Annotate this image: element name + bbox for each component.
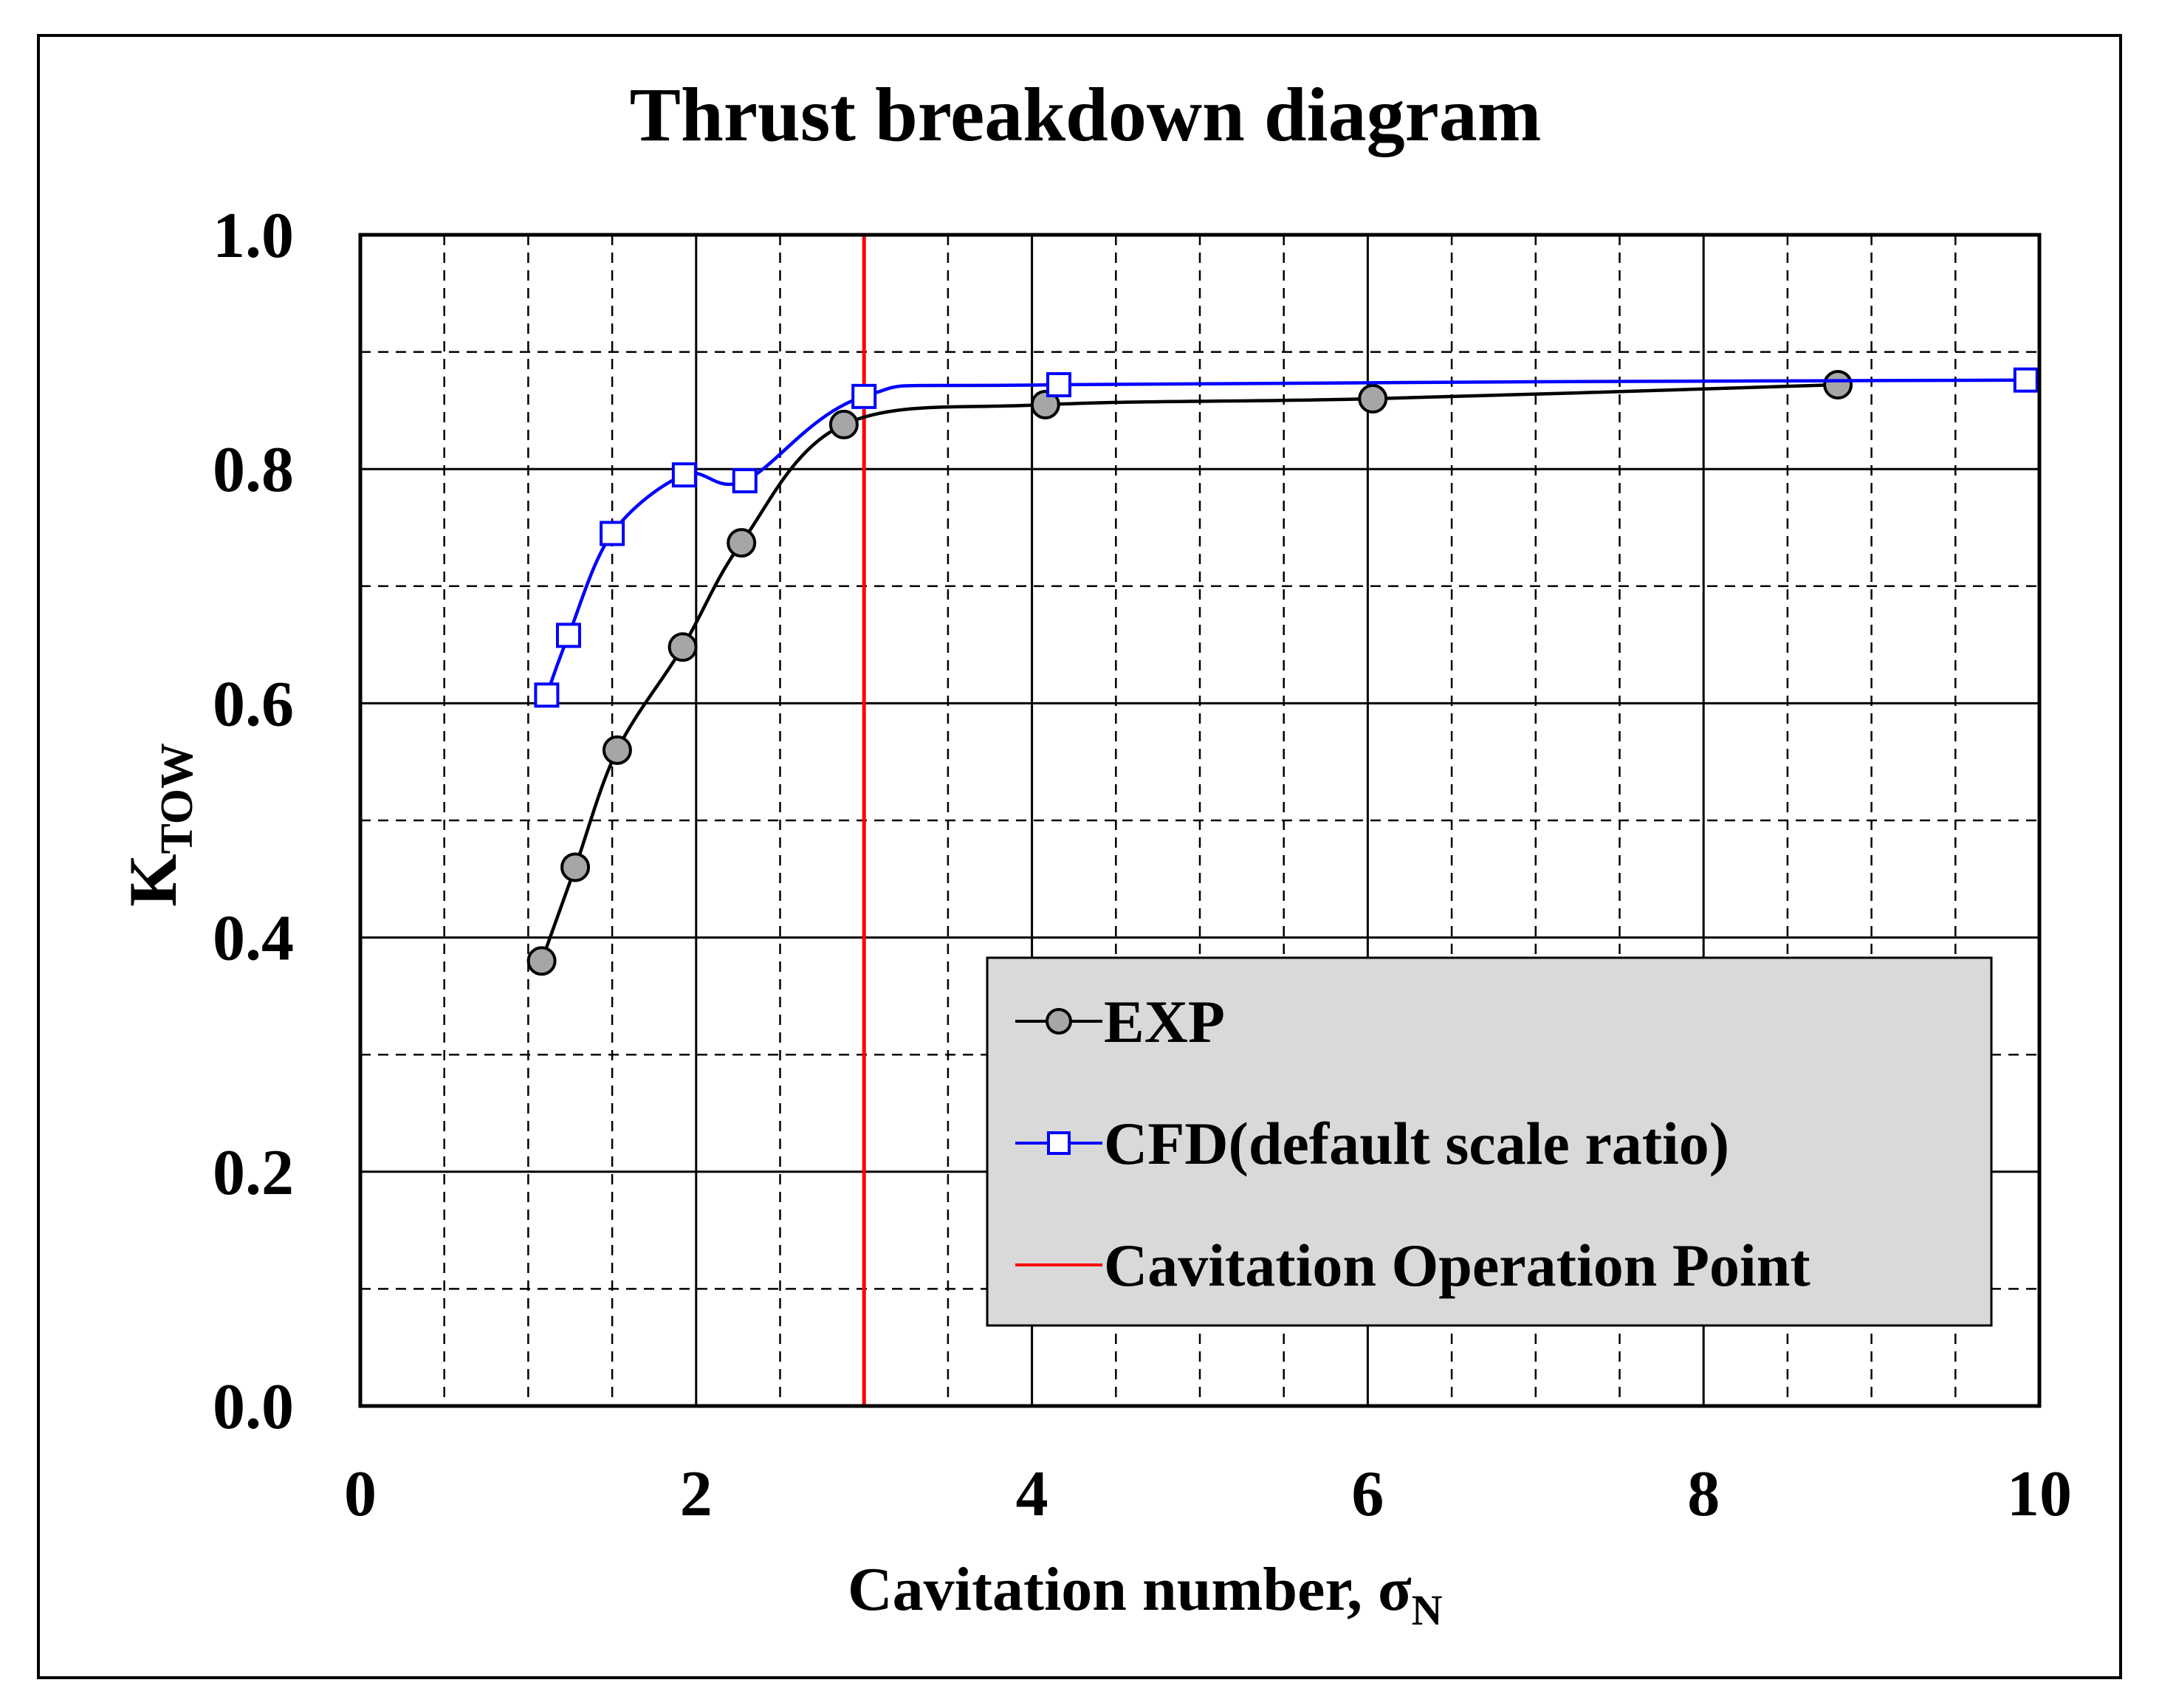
plot-frame: [358, 233, 2042, 1408]
outer-frame: [37, 34, 2122, 1679]
cfd-data-point: [600, 521, 625, 546]
exp-data-point: [727, 528, 757, 558]
series-layer: [526, 235, 2039, 1406]
y-tick-label: 0.8: [213, 434, 294, 506]
legend-box: [986, 956, 1993, 1327]
x-tick-label: 0: [344, 1458, 377, 1530]
x-axis-label: Cavitation number, σN: [848, 1555, 1443, 1634]
y-tick-labels: 0.0 0.2 0.4 0.6 0.8 1.0: [213, 200, 294, 1443]
legend-exp-label: EXP: [1104, 988, 1225, 1055]
y-axis-label: KTOW: [115, 743, 202, 907]
cfd-data-point: [1046, 372, 1071, 398]
cfd-data-point: [534, 682, 560, 708]
cfd-data-point: [555, 623, 581, 648]
exp-data-point: [602, 735, 632, 765]
y-tick-label: 1.0: [213, 200, 294, 272]
x-axis-label-main: Cavitation number, σ: [848, 1555, 1412, 1624]
legend-cfd-marker: [1047, 1131, 1071, 1155]
x-tick-label: 8: [1687, 1458, 1720, 1530]
legend: EXP CFD(default scale ratio) Cavitation …: [986, 956, 1993, 1327]
cfd-data-point: [851, 383, 877, 409]
legend-exp-marker: [1046, 1008, 1072, 1035]
x-tick-label: 10: [2007, 1458, 2072, 1530]
legend-vline-label: Cavitation Operation Point: [1104, 1232, 1810, 1299]
x-tick-label: 2: [680, 1458, 713, 1530]
exp-data-point: [560, 852, 591, 882]
y-tick-label: 0.2: [213, 1137, 294, 1209]
y-tick-label: 0.0: [213, 1371, 294, 1443]
exp-data-point: [1030, 389, 1060, 419]
y-tick-label: 0.4: [213, 903, 294, 975]
y-axis-label-main: K: [115, 854, 190, 907]
cfd-data-point: [2013, 367, 2039, 393]
cfd-data-point: [732, 468, 758, 494]
exp-data-point: [526, 946, 557, 976]
exp-data-point: [667, 632, 698, 662]
exp-data-point: [1823, 370, 1853, 400]
x-tick-label: 4: [1016, 1458, 1048, 1530]
chart-title: Thrust breakdown diagram: [630, 72, 1542, 157]
exp-data-point: [1358, 384, 1388, 414]
legend-cfd-label: CFD(default scale ratio): [1104, 1110, 1729, 1177]
y-axis-label-sub: TOW: [152, 743, 202, 854]
exp-data-point: [828, 409, 859, 439]
y-tick-label: 0.6: [213, 668, 294, 740]
x-tick-label: 6: [1351, 1458, 1384, 1530]
cfd-data-point: [671, 462, 697, 488]
x-axis-label-sub: N: [1412, 1586, 1443, 1634]
exp-series-line: [540, 383, 1839, 962]
cfd-series-line: [545, 378, 2026, 696]
x-tick-labels: 0 2 4 6 8 10: [344, 1458, 2072, 1530]
